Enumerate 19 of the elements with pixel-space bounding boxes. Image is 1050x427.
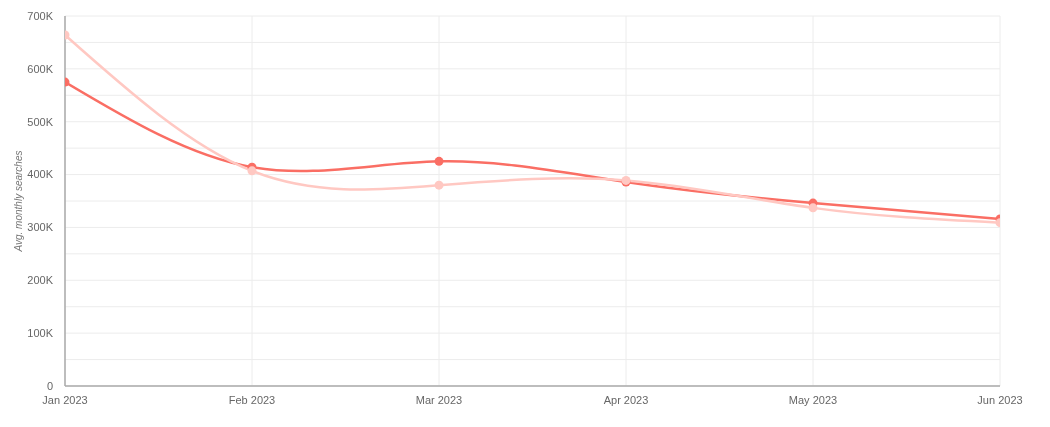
x-tick-label: Feb 2023 [228, 393, 276, 406]
x-tick-label: Apr 2023 [603, 393, 649, 406]
point [808, 203, 818, 213]
point [434, 156, 444, 166]
x-tick-label: Mar 2023 [415, 393, 463, 406]
y-tick-label: 100K [27, 327, 54, 340]
y-tick-label: 200K [27, 274, 54, 287]
y-axis-title: Avg. monthly searches [12, 150, 24, 253]
x-tick-label: Jan 2023 [42, 393, 88, 406]
x-tick-label: Jun 2023 [977, 393, 1023, 406]
y-tick-label: 600K [27, 62, 54, 75]
y-tick-label: 700K [27, 9, 54, 22]
y-tick-label: 500K [27, 115, 54, 128]
x-tick-label: May 2023 [788, 393, 838, 406]
y-tick-label: 0 [46, 379, 53, 392]
y-tick-label: 300K [27, 221, 54, 234]
y-tick-label: 400K [27, 168, 54, 181]
point [247, 166, 257, 176]
point [434, 180, 444, 190]
